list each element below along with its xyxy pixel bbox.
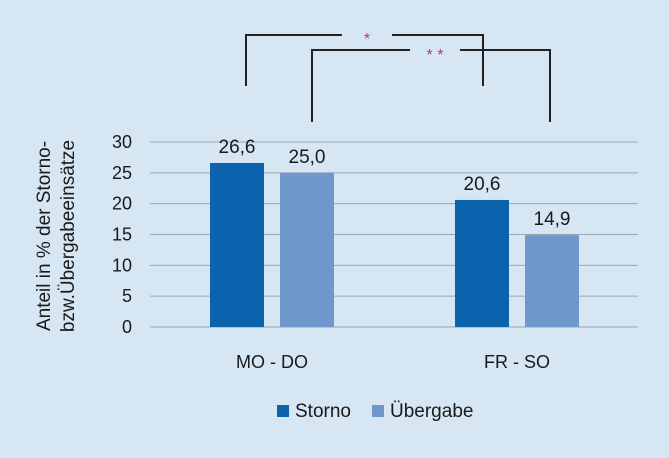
significance-bracket: [245, 34, 484, 86]
x-tick-labels: MO - DO FR - SO: [236, 352, 550, 372]
bars: [210, 162, 579, 327]
y-tick-label: 25: [112, 163, 132, 183]
y-axis-label-line-1: Anteil in % der Storno-: [34, 141, 55, 331]
x-tick-label: FR - SO: [484, 352, 550, 372]
bar-storno-2: [455, 199, 509, 327]
y-tick-label: 10: [112, 255, 132, 275]
y-tick-label: 0: [122, 317, 132, 337]
significance-brackets: * * *: [245, 31, 551, 122]
data-label: 26,6: [219, 137, 256, 158]
bar--bergabe-1: [280, 172, 334, 327]
data-label: 14,9: [534, 209, 571, 230]
y-tick-label: 30: [112, 132, 132, 152]
legend-label: Storno: [295, 401, 351, 422]
legend-swatch: [277, 405, 289, 417]
x-tick-label: MO - DO: [236, 352, 308, 372]
y-tick-labels: 0 5 10 15 20 25 30: [112, 132, 132, 337]
y-axis-label-line-2: bzw.Übergabeeinsätze: [58, 140, 79, 332]
legend-label: Übergabe: [390, 401, 473, 422]
bar--bergabe-2: [525, 235, 579, 327]
data-label: 20,6: [464, 174, 501, 195]
y-tick-label: 15: [112, 225, 132, 245]
significance-marker: * *: [427, 47, 444, 64]
significance-bracket: [311, 49, 551, 122]
data-labels: 26,6 25,0 20,6 14,9: [219, 137, 571, 230]
data-label: 25,0: [289, 147, 326, 168]
y-tick-label: 5: [122, 286, 132, 306]
legend: Storno Übergabe: [277, 401, 473, 422]
bar-storno-1: [210, 162, 264, 327]
significance-marker: *: [364, 31, 370, 48]
legend-swatch: [372, 405, 384, 417]
y-tick-label: 20: [112, 194, 132, 214]
